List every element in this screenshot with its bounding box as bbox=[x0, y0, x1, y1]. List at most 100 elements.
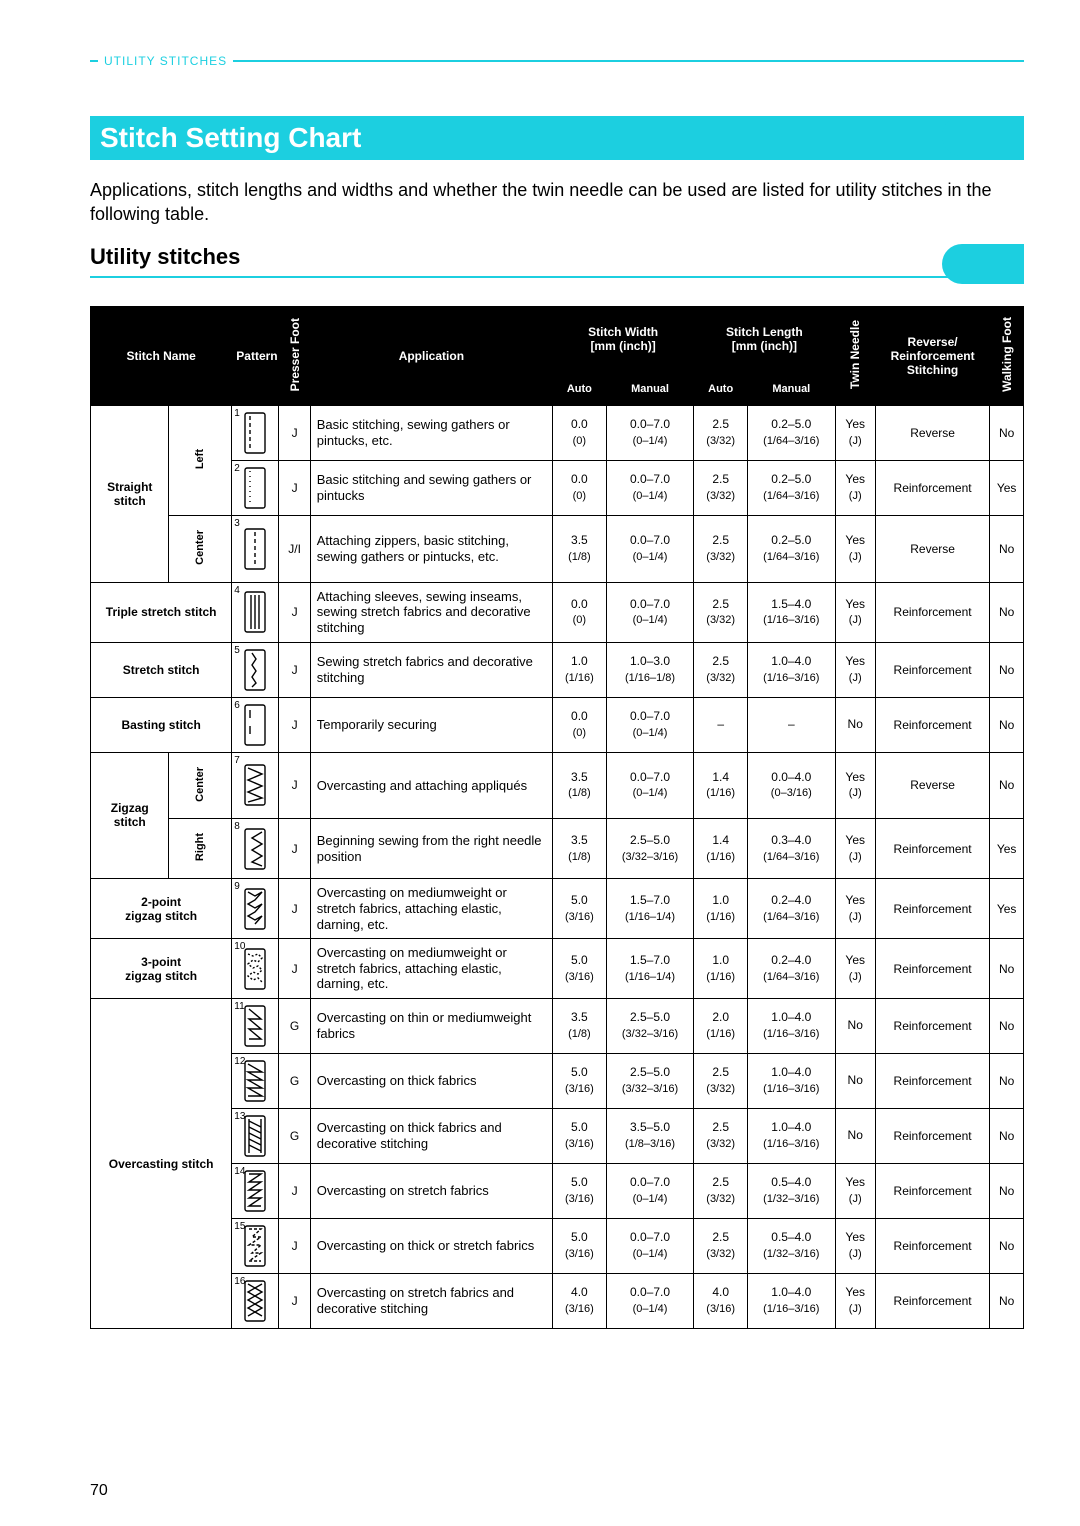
th-width-auto: Auto bbox=[552, 372, 606, 406]
reverse-cell: Reinforcement bbox=[875, 1054, 989, 1109]
walking-foot-cell: No bbox=[990, 1219, 1024, 1274]
th-length: Stitch Length [mm (inch)] bbox=[694, 307, 835, 372]
width-auto-cell: 5.0(3/16) bbox=[552, 1164, 606, 1219]
walking-foot-cell: No bbox=[990, 515, 1024, 582]
th-length-manual: Manual bbox=[748, 372, 835, 406]
stitch-group-name: 3-point zigzag stitch bbox=[91, 939, 232, 999]
application-cell: Sewing stretch fabrics and decorative st… bbox=[310, 642, 552, 697]
pattern-icon: 1 bbox=[232, 405, 279, 460]
reverse-cell: Reinforcement bbox=[875, 999, 989, 1054]
walking-foot-cell: Yes bbox=[990, 879, 1024, 939]
pattern-icon: 7 bbox=[232, 752, 279, 819]
reverse-cell: Reverse bbox=[875, 405, 989, 460]
application-cell: Overcasting on mediumweight or stretch f… bbox=[310, 879, 552, 939]
th-twin-needle: Twin Needle bbox=[835, 307, 875, 406]
table-row: 2-point zigzag stitch9JOvercasting on me… bbox=[91, 879, 1024, 939]
walking-foot-cell: No bbox=[990, 1054, 1024, 1109]
width-auto-cell: 5.0(3/16) bbox=[552, 1109, 606, 1164]
th-application: Application bbox=[310, 307, 552, 406]
width-auto-cell: 3.5(1/8) bbox=[552, 999, 606, 1054]
length-manual-cell: 1.5–4.0(1/16–3/16) bbox=[748, 582, 835, 642]
presser-foot-cell: J bbox=[279, 819, 310, 879]
presser-foot-cell: J bbox=[279, 582, 310, 642]
presser-foot-cell: J bbox=[279, 1219, 310, 1274]
length-auto-cell: 2.0(1/16) bbox=[694, 999, 748, 1054]
th-pattern: Pattern bbox=[232, 307, 279, 406]
page-number: 70 bbox=[90, 1482, 108, 1500]
width-auto-cell: 5.0(3/16) bbox=[552, 879, 606, 939]
length-manual-cell: 1.0–4.0(1/16–3/16) bbox=[748, 999, 835, 1054]
length-manual-cell: 1.0–4.0(1/16–3/16) bbox=[748, 1054, 835, 1109]
width-manual-cell: 0.0–7.0(0–1/4) bbox=[606, 405, 693, 460]
th-reverse: Reverse/ Reinforcement Stitching bbox=[875, 307, 989, 406]
twin-needle-cell: Yes(J) bbox=[835, 1219, 875, 1274]
section-rule bbox=[90, 276, 1024, 278]
application-cell: Overcasting on thick or stretch fabrics bbox=[310, 1219, 552, 1274]
width-auto-cell: 3.5(1/8) bbox=[552, 752, 606, 819]
length-manual-cell: 1.0–4.0(1/16–3/16) bbox=[748, 1109, 835, 1164]
reverse-cell: Reinforcement bbox=[875, 1164, 989, 1219]
application-cell: Overcasting on thick fabrics bbox=[310, 1054, 552, 1109]
width-manual-cell: 0.0–7.0(0–1/4) bbox=[606, 460, 693, 515]
walking-foot-cell: No bbox=[990, 752, 1024, 819]
pattern-icon: 12 bbox=[232, 1054, 279, 1109]
presser-foot-cell: J bbox=[279, 879, 310, 939]
stitch-sub-name: Center bbox=[169, 515, 232, 582]
twin-needle-cell: Yes(J) bbox=[835, 879, 875, 939]
width-auto-cell: 0.0(0) bbox=[552, 582, 606, 642]
walking-foot-cell: No bbox=[990, 999, 1024, 1054]
twin-needle-cell: No bbox=[835, 999, 875, 1054]
stitch-table-wrap: Stitch Name Pattern Presser Foot Applica… bbox=[90, 306, 1024, 1329]
twin-needle-cell: Yes(J) bbox=[835, 819, 875, 879]
twin-needle-cell: No bbox=[835, 1054, 875, 1109]
pattern-icon: 8 bbox=[232, 819, 279, 879]
pattern-icon: 4 bbox=[232, 582, 279, 642]
table-row: Center3J/IAttaching zippers, basic stitc… bbox=[91, 515, 1024, 582]
table-row: Stretch stitch5JSewing stretch fabrics a… bbox=[91, 642, 1024, 697]
reverse-cell: Reinforcement bbox=[875, 1109, 989, 1164]
application-cell: Overcasting on thin or mediumweight fabr… bbox=[310, 999, 552, 1054]
length-manual-cell: 0.5–4.0(1/32–3/16) bbox=[748, 1164, 835, 1219]
stitch-group-name: Overcasting stitch bbox=[91, 999, 232, 1329]
walking-foot-cell: No bbox=[990, 1274, 1024, 1329]
length-manual-cell: 0.2–4.0(1/64–3/16) bbox=[748, 939, 835, 999]
walking-foot-cell: No bbox=[990, 1164, 1024, 1219]
width-manual-cell: 0.0–7.0(0–1/4) bbox=[606, 582, 693, 642]
presser-foot-cell: J bbox=[279, 1274, 310, 1329]
walking-foot-cell: Yes bbox=[990, 819, 1024, 879]
application-cell: Attaching zippers, basic stitching, sewi… bbox=[310, 515, 552, 582]
width-manual-cell: 2.5–5.0(3/32–3/16) bbox=[606, 819, 693, 879]
table-row: StraightstitchLeft1JBasic stitching, sew… bbox=[91, 405, 1024, 460]
presser-foot-cell: J bbox=[279, 1164, 310, 1219]
presser-foot-cell: J bbox=[279, 642, 310, 697]
application-cell: Temporarily securing bbox=[310, 697, 552, 752]
section-heading: Utility stitches bbox=[90, 244, 240, 270]
length-manual-cell: 0.3–4.0(1/64–3/16) bbox=[748, 819, 835, 879]
length-auto-cell: 1.0(1/16) bbox=[694, 939, 748, 999]
width-manual-cell: 1.5–7.0(1/16–1/4) bbox=[606, 879, 693, 939]
width-manual-cell: 3.5–5.0(1/8–3/16) bbox=[606, 1109, 693, 1164]
side-tab-2 bbox=[942, 244, 1024, 284]
application-cell: Beginning sewing from the right needle p… bbox=[310, 819, 552, 879]
th-presser-foot: Presser Foot bbox=[279, 307, 310, 406]
th-stitch-name: Stitch Name bbox=[91, 307, 232, 406]
reverse-cell: Reinforcement bbox=[875, 460, 989, 515]
width-manual-cell: 2.5–5.0(3/32–3/16) bbox=[606, 999, 693, 1054]
walking-foot-cell: No bbox=[990, 939, 1024, 999]
twin-needle-cell: Yes(J) bbox=[835, 1164, 875, 1219]
stitch-sub-name: Left bbox=[169, 405, 232, 515]
twin-needle-cell: No bbox=[835, 697, 875, 752]
application-cell: Basic stitching and sewing gathers or pi… bbox=[310, 460, 552, 515]
walking-foot-cell: Yes bbox=[990, 460, 1024, 515]
reverse-cell: Reinforcement bbox=[875, 642, 989, 697]
pattern-icon: 3 bbox=[232, 515, 279, 582]
length-manual-cell: 0.2–5.0(1/64–3/16) bbox=[748, 515, 835, 582]
length-auto-cell: 2.5(3/32) bbox=[694, 642, 748, 697]
width-manual-cell: 0.0–7.0(0–1/4) bbox=[606, 1164, 693, 1219]
presser-foot-cell: J bbox=[279, 460, 310, 515]
reverse-cell: Reinforcement bbox=[875, 582, 989, 642]
walking-foot-cell: No bbox=[990, 405, 1024, 460]
length-manual-cell: 1.0–4.0(1/16–3/16) bbox=[748, 1274, 835, 1329]
length-auto-cell: 1.4(1/16) bbox=[694, 752, 748, 819]
title-bar: Stitch Setting Chart bbox=[90, 116, 1024, 160]
